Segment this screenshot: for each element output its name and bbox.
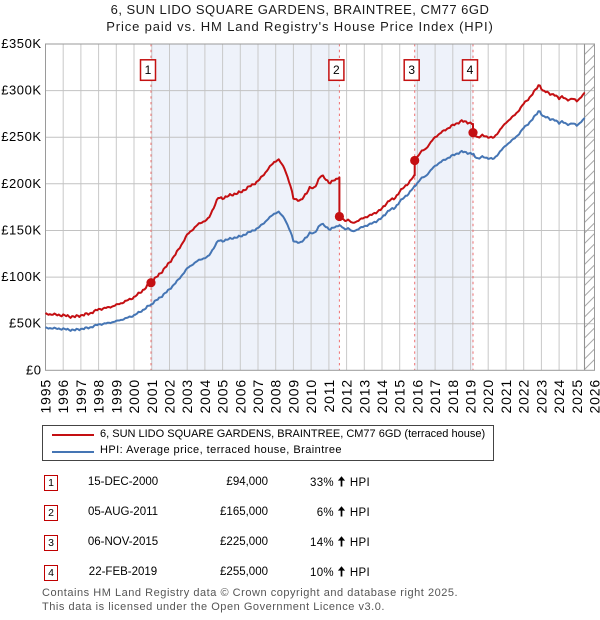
svg-text:£100K: £100K xyxy=(1,269,41,284)
svg-text:£150K: £150K xyxy=(1,223,41,238)
svg-text:2017: 2017 xyxy=(427,379,443,414)
svg-text:1998: 1998 xyxy=(91,379,107,414)
svg-text:2005: 2005 xyxy=(215,379,231,414)
svg-text:2011: 2011 xyxy=(321,379,337,413)
svg-text:2009: 2009 xyxy=(285,379,301,414)
svg-text:2006: 2006 xyxy=(232,379,248,414)
svg-text:£300K: £300K xyxy=(1,83,41,98)
svg-text:2021: 2021 xyxy=(498,379,514,414)
svg-text:2003: 2003 xyxy=(179,379,195,414)
svg-text:2000: 2000 xyxy=(126,379,142,414)
svg-text:2025: 2025 xyxy=(569,379,585,414)
svg-text:2001: 2001 xyxy=(144,379,160,414)
svg-text:1: 1 xyxy=(145,63,152,77)
svg-text:3: 3 xyxy=(408,63,415,77)
svg-text:1995: 1995 xyxy=(38,379,54,414)
svg-text:2012: 2012 xyxy=(339,379,355,414)
svg-text:2020: 2020 xyxy=(480,379,496,414)
svg-text:£0: £0 xyxy=(26,362,42,377)
svg-text:2010: 2010 xyxy=(303,379,319,414)
svg-text:£50K: £50K xyxy=(9,316,42,331)
svg-text:2008: 2008 xyxy=(268,379,284,414)
svg-text:£250K: £250K xyxy=(1,129,41,144)
svg-text:1997: 1997 xyxy=(73,379,89,414)
svg-text:2018: 2018 xyxy=(445,379,461,414)
svg-text:2023: 2023 xyxy=(533,379,549,414)
svg-text:2026: 2026 xyxy=(587,379,600,414)
svg-text:2014: 2014 xyxy=(374,379,390,414)
svg-text:2013: 2013 xyxy=(356,379,372,414)
svg-text:2002: 2002 xyxy=(162,379,178,414)
svg-text:1999: 1999 xyxy=(108,379,124,414)
svg-text:2022: 2022 xyxy=(516,379,532,414)
svg-text:£200K: £200K xyxy=(1,176,41,191)
svg-text:£350K: £350K xyxy=(1,36,41,51)
svg-text:2024: 2024 xyxy=(551,379,567,414)
svg-text:2019: 2019 xyxy=(463,379,479,414)
svg-text:2004: 2004 xyxy=(197,379,213,414)
svg-text:2: 2 xyxy=(333,63,340,77)
svg-text:4: 4 xyxy=(467,63,474,77)
svg-text:2007: 2007 xyxy=(250,379,266,414)
svg-text:2015: 2015 xyxy=(392,379,408,414)
svg-text:1996: 1996 xyxy=(55,379,71,414)
svg-text:2016: 2016 xyxy=(409,379,425,414)
